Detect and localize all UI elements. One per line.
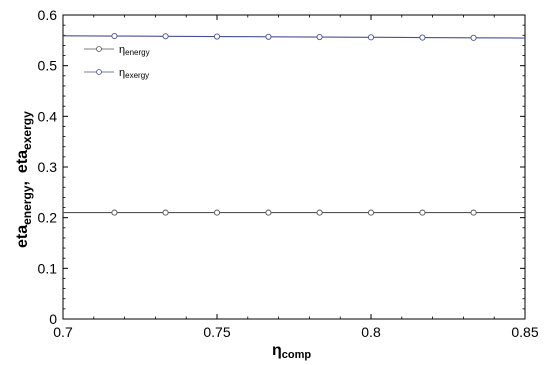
series-point: [162, 209, 169, 216]
x-axis-title-sub: comp: [282, 349, 312, 361]
series-point: [316, 33, 323, 41]
y-tick-label: 0.5: [38, 58, 58, 74]
series-point: [111, 209, 118, 216]
plot-frame: [62, 14, 526, 320]
x-axis-title-main: η: [272, 342, 282, 359]
series-point: [419, 209, 426, 216]
series-exergy: [62, 32, 526, 41]
series-point: [213, 33, 221, 40]
series-point: [265, 209, 272, 216]
y-axis-title-part1-sub: energy: [20, 185, 34, 225]
y-tick-label: 0.3: [38, 159, 58, 175]
legend-label-exergy: ηexergy: [119, 67, 149, 80]
series-point: [419, 34, 426, 41]
series-point: [470, 34, 477, 41]
y-tick-label: 0.1: [38, 260, 58, 276]
legend: ηenergy ηexergy: [84, 44, 150, 80]
series-point: [470, 209, 477, 216]
legend-marker: [96, 46, 102, 52]
legend-marker: [96, 69, 102, 75]
x-tick-label: 0.75: [203, 324, 230, 340]
legend-label-sub: energy: [125, 48, 149, 57]
series-point: [367, 34, 375, 41]
legend-label-energy: ηenergy: [119, 44, 150, 57]
y-axis-title-part1-main: eta: [14, 225, 31, 248]
x-tick-label: 0.85: [511, 324, 538, 340]
series-point: [213, 209, 221, 216]
x-axis-title: ηcomp: [272, 342, 311, 361]
series-point: [162, 33, 169, 40]
y-tick-label: 0.6: [38, 7, 58, 23]
series-point: [367, 209, 375, 216]
series-point: [316, 209, 323, 216]
series-energy: [63, 209, 525, 216]
y-axis-title-separator: ,: [14, 181, 31, 185]
series-layer: [62, 32, 526, 216]
y-axis-title-part2-main: eta: [14, 150, 31, 173]
y-tick-label: 0.2: [38, 210, 58, 226]
series-point: [265, 33, 272, 40]
series-line: [62, 35, 526, 39]
x-tick-label: 0.7: [53, 324, 73, 340]
x-tick-label: 0.8: [361, 324, 381, 340]
legend-label-main: η: [119, 67, 125, 79]
y-tick-label: 0: [49, 311, 57, 327]
axis-ticks: 0.7 0.75 0.8 0.85 0 0.1 0.2 0.3 0.4 0.5 0.6: [38, 7, 539, 340]
legend-label-sub: exergy: [125, 71, 149, 80]
y-tick-label: 0.4: [38, 108, 58, 124]
legend-entry-energy: ηenergy: [84, 44, 150, 57]
series-point: [111, 32, 118, 40]
legend-label-main: η: [119, 44, 125, 56]
y-axis-title: etaenergy,etaexergy: [14, 111, 34, 248]
y-axis-title-part2-sub: exergy: [20, 111, 34, 150]
legend-entry-exergy: ηexergy: [84, 67, 149, 80]
